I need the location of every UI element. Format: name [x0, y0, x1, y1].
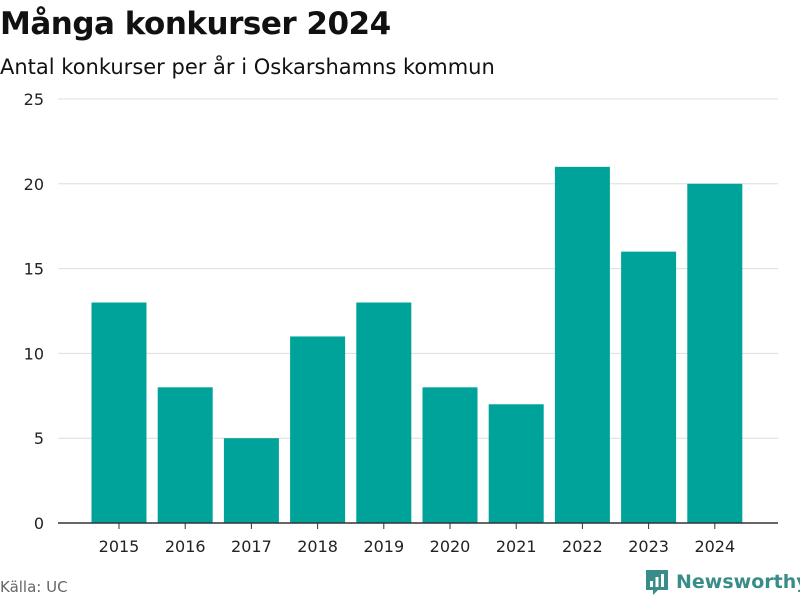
brand-logo: Newsworthy	[644, 568, 800, 596]
y-tick-label: 10	[24, 344, 44, 363]
bar-2016	[157, 387, 213, 523]
x-tick-label: 2015	[99, 537, 140, 556]
y-tick-label: 25	[24, 90, 44, 109]
bar-2020	[422, 387, 478, 523]
bar-2019	[356, 302, 412, 523]
x-tick-label: 2020	[430, 537, 471, 556]
x-tick-label: 2017	[231, 537, 272, 556]
bar-2018	[290, 336, 346, 523]
brand-name: Newsworthy	[676, 571, 800, 593]
bar-2022	[554, 166, 610, 523]
bar-2023	[621, 251, 677, 523]
x-tick-label: 2021	[496, 537, 537, 556]
y-tick-label: 5	[34, 429, 44, 448]
x-tick-label: 2023	[628, 537, 669, 556]
x-tick-label: 2018	[297, 537, 338, 556]
x-tick-label: 2019	[363, 537, 404, 556]
bar-2017	[223, 438, 279, 523]
chart-subtitle: Antal konkurser per år i Oskarshamns kom…	[0, 55, 495, 79]
y-tick-label: 20	[24, 175, 44, 194]
y-axis-ticks: 0 5 10 15 20 25	[24, 90, 44, 533]
y-tick-label: 0	[34, 514, 44, 533]
newsworthy-chart-logo-icon	[646, 570, 668, 595]
bar-2021	[488, 404, 544, 523]
x-axis-ticks: 2015 2016 2017 2018 2019 2020 2021 2022 2023 2024	[99, 523, 735, 556]
chart-title: Många konkurser 2024	[0, 6, 391, 42]
x-tick-label: 2022	[562, 537, 603, 556]
bars	[91, 166, 743, 524]
bar-2015	[91, 302, 147, 523]
bar-2024	[687, 183, 743, 524]
source-note: Källa: UC	[0, 578, 68, 596]
x-tick-label: 2024	[694, 537, 735, 556]
y-tick-label: 15	[24, 260, 44, 279]
x-tick-label: 2016	[165, 537, 206, 556]
